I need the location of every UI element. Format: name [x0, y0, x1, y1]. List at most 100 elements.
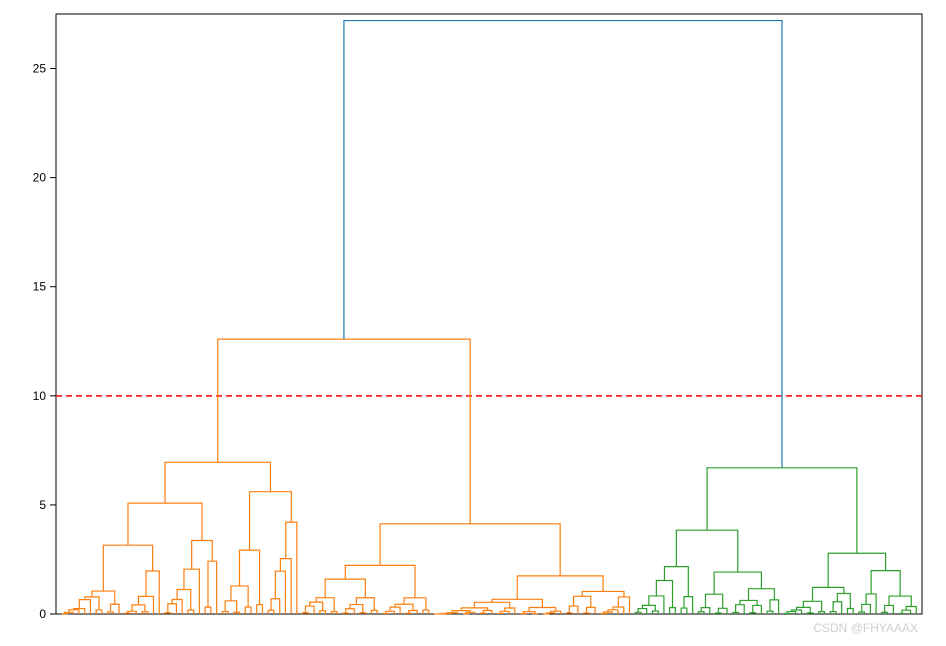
leaf-label: ·: [96, 620, 97, 624]
leaf-label: ·: [84, 620, 85, 624]
leaf-label: ·: [480, 620, 481, 624]
leaf-label: ·: [704, 620, 705, 624]
leaf-label: ·: [692, 620, 693, 624]
leaf-label: ·: [514, 620, 515, 624]
leaf-label: ·: [233, 620, 234, 624]
leaf-label: ·: [142, 620, 143, 624]
leaf-label: ·: [795, 620, 796, 624]
leaf-label: ·: [463, 620, 464, 624]
leaf-label: ·: [686, 620, 687, 624]
leaf-label: ·: [577, 620, 578, 624]
leaf-label: ·: [801, 620, 802, 624]
leaf-label: ·: [457, 620, 458, 624]
leaf-label: ·: [73, 620, 74, 624]
leaf-label: ·: [331, 620, 332, 624]
leaf-label: ·: [325, 620, 326, 624]
leaf-label: ·: [245, 620, 246, 624]
leaf-label: ·: [285, 620, 286, 624]
dendro-branch: [442, 613, 452, 614]
leaf-label: ·: [78, 620, 79, 624]
leaf-label: ·: [652, 620, 653, 624]
leaf-label: ·: [273, 620, 274, 624]
dendro-branch: [899, 613, 905, 614]
leaf-label: ·: [612, 620, 613, 624]
leaf-label: ·: [583, 620, 584, 624]
leaf-label: ·: [342, 620, 343, 624]
leaf-label: ·: [744, 620, 745, 624]
leaf-label: ·: [623, 620, 624, 624]
leaf-label: ·: [698, 620, 699, 624]
leaf-label: ·: [715, 620, 716, 624]
leaf-label: ·: [67, 620, 68, 624]
leaf-label: ·: [468, 620, 469, 624]
y-tick-label: 5: [39, 498, 46, 512]
leaf-label: ·: [445, 620, 446, 624]
leaf-label: ·: [388, 620, 389, 624]
leaf-label: ·: [503, 620, 504, 624]
leaf-label: ·: [268, 620, 269, 624]
leaf-label: ·: [790, 620, 791, 624]
leaf-label: ·: [595, 620, 596, 624]
y-tick-label: 0: [39, 607, 46, 621]
chart-bg: [0, 0, 946, 646]
leaf-label: ·: [589, 620, 590, 624]
leaf-label: ·: [669, 620, 670, 624]
leaf-label: ·: [491, 620, 492, 624]
leaf-label: ·: [130, 620, 131, 624]
leaf-label: ·: [405, 620, 406, 624]
leaf-label: ·: [314, 620, 315, 624]
leaf-label: ·: [182, 620, 183, 624]
leaf-label: ·: [107, 620, 108, 624]
leaf-label: ·: [658, 620, 659, 624]
leaf-label: ·: [239, 620, 240, 624]
y-tick-label: 10: [33, 389, 47, 403]
y-tick-label: 15: [33, 280, 47, 294]
leaf-label: ·: [417, 620, 418, 624]
leaf-label: ·: [377, 620, 378, 624]
leaf-label: ·: [749, 620, 750, 624]
leaf-label: ·: [755, 620, 756, 624]
leaf-label: ·: [646, 620, 647, 624]
leaf-label: ·: [119, 620, 120, 624]
leaf-label: ·: [101, 620, 102, 624]
leaf-label: ·: [423, 620, 424, 624]
leaf-label: ·: [147, 620, 148, 624]
leaf-label: ·: [675, 620, 676, 624]
leaf-label: ·: [526, 620, 527, 624]
dendro-branch: [784, 613, 790, 614]
leaf-label: ·: [537, 620, 538, 624]
leaf-label: ·: [629, 620, 630, 624]
leaf-label: ·: [554, 620, 555, 624]
leaf-label: ·: [428, 620, 429, 624]
chart-svg: 0510152025······························…: [0, 0, 946, 646]
leaf-label: ·: [600, 620, 601, 624]
leaf-label: ·: [560, 620, 561, 624]
leaf-label: ·: [681, 620, 682, 624]
leaf-label: ·: [199, 620, 200, 624]
leaf-label: ·: [193, 620, 194, 624]
leaf-label: ·: [354, 620, 355, 624]
leaf-label: ·: [520, 620, 521, 624]
leaf-label: ·: [365, 620, 366, 624]
leaf-label: ·: [228, 620, 229, 624]
leaf-label: ·: [767, 620, 768, 624]
leaf-label: ·: [778, 620, 779, 624]
leaf-label: ·: [635, 620, 636, 624]
leaf-label: ·: [400, 620, 401, 624]
leaf-label: ·: [302, 620, 303, 624]
leaf-label: ·: [618, 620, 619, 624]
leaf-label: ·: [549, 620, 550, 624]
leaf-label: ·: [176, 620, 177, 624]
leaf-label: ·: [784, 620, 785, 624]
leaf-label: ·: [256, 620, 257, 624]
leaf-label: ·: [732, 620, 733, 624]
leaf-label: ·: [566, 620, 567, 624]
leaf-label: ·: [451, 620, 452, 624]
leaf-label: ·: [411, 620, 412, 624]
leaf-label: ·: [727, 620, 728, 624]
leaf-label: ·: [497, 620, 498, 624]
leaf-label: ·: [210, 620, 211, 624]
leaf-label: ·: [216, 620, 217, 624]
leaf-label: ·: [606, 620, 607, 624]
leaf-label: ·: [222, 620, 223, 624]
